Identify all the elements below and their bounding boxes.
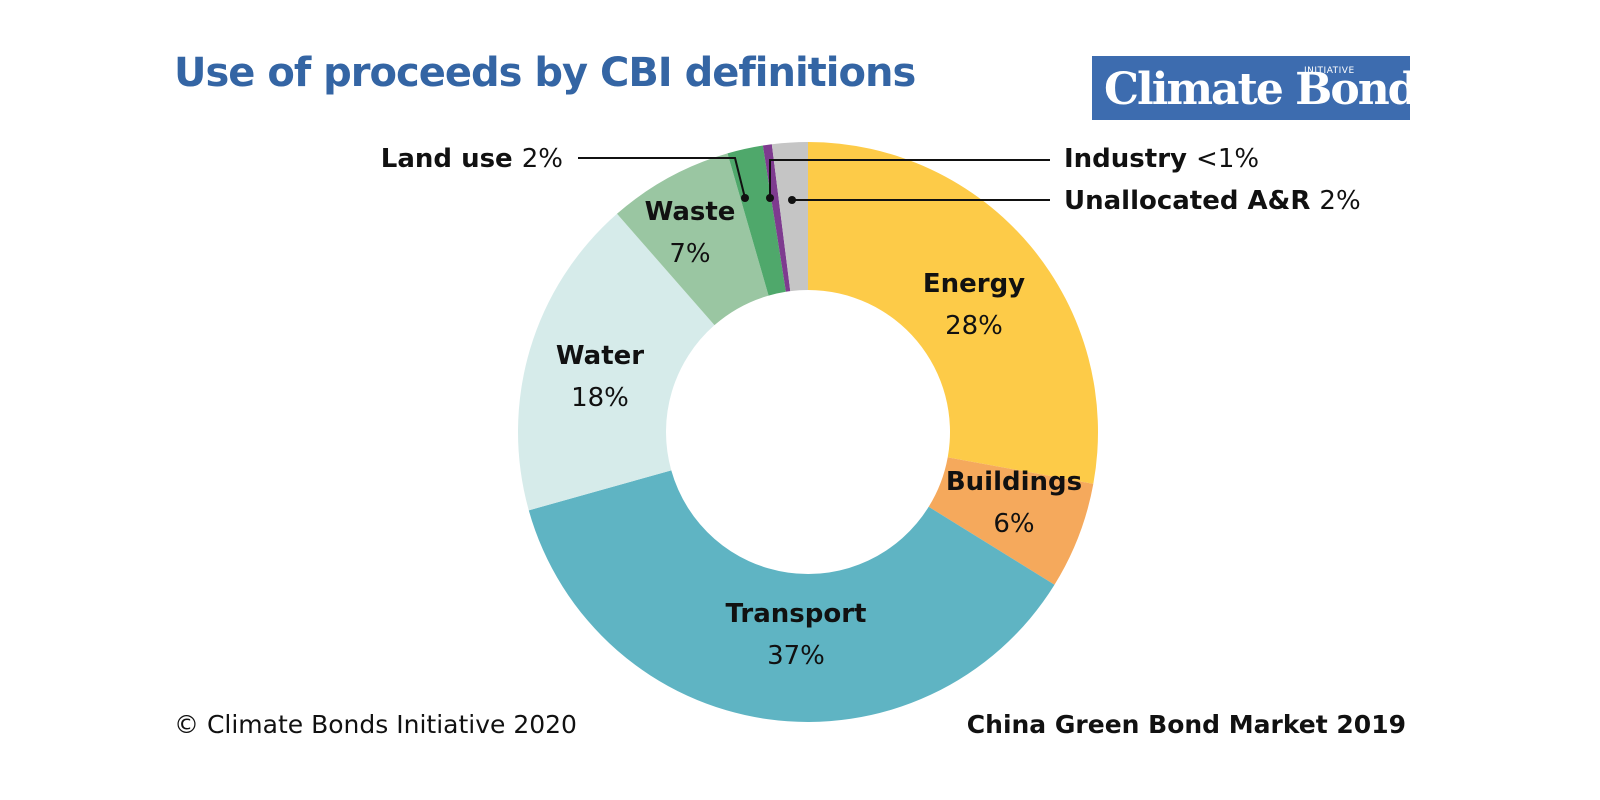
label-water: Water — [556, 341, 644, 371]
logo-text: Climate Bonds — [1104, 64, 1410, 115]
chart-title: Use of proceeds by CBI definitions — [174, 50, 916, 96]
value-industry: <1% — [1196, 144, 1259, 174]
label-land-use: Land use — [381, 144, 522, 174]
slice-energy — [808, 142, 1098, 484]
label-buildings: Buildings — [946, 467, 1082, 497]
value-waste: 7% — [669, 239, 710, 269]
slice-waste — [617, 153, 769, 326]
leader-dot-land-use — [741, 194, 749, 202]
climate-bonds-logo: Climate Bonds INITIATIVE — [1092, 56, 1410, 120]
source-text: China Green Bond Market 2019 — [966, 710, 1406, 739]
slice-water — [518, 213, 715, 511]
slice-buildings — [928, 457, 1094, 585]
inside-labels-group: Energy 28% Buildings 6% Transport 37% Water 18%… — [556, 197, 1082, 671]
leader-line-industry — [769, 159, 1050, 198]
leader-dot-industry — [766, 194, 774, 202]
copyright-text: © Climate Bonds Initiative 2020 — [174, 710, 577, 739]
label-transport: Transport — [726, 599, 867, 629]
value-transport: 37% — [767, 641, 825, 671]
slices-group — [518, 142, 1098, 723]
callout-label-land-use: Land use 2% — [381, 144, 563, 174]
value-land-use: 2% — [522, 144, 563, 174]
value-energy: 28% — [945, 311, 1003, 341]
label-industry: Industry — [1064, 144, 1196, 174]
leader-line-land-use — [578, 157, 746, 199]
label-waste: Waste — [645, 197, 736, 227]
value-unallocated-aandr: 2% — [1319, 186, 1360, 216]
label-energy: Energy — [923, 269, 1025, 299]
callout-label-industry: Industry <1% — [1064, 144, 1259, 174]
slice-transport — [528, 470, 1055, 723]
label-unallocated-aandr: Unallocated A&R — [1064, 186, 1319, 216]
logo-initiative-text: INITIATIVE — [1304, 66, 1355, 76]
callouts-group: Land use 2% Industry <1% Unallocated A&R 2… — [381, 144, 1361, 216]
leader-dot-unallocated-aandr — [788, 196, 796, 204]
value-water: 18% — [571, 383, 629, 413]
callout-label-unallocated-aandr: Unallocated A&R 2% — [1064, 186, 1361, 216]
slice-unallocated-aandr — [771, 142, 808, 292]
value-buildings: 6% — [993, 509, 1034, 539]
